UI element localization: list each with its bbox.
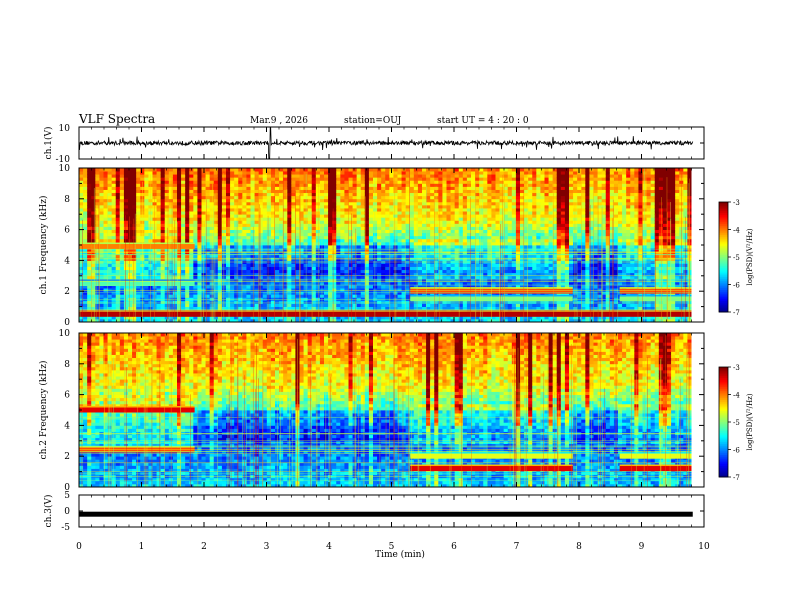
spectrogram-ytick: 6 xyxy=(64,391,70,401)
colorbar-tick: -6 xyxy=(733,447,740,455)
time-tick: 10 xyxy=(698,542,710,552)
time-tick: 7 xyxy=(514,542,520,552)
spectrogram-ytick: 0 xyxy=(64,318,70,328)
spectrogram-ytick: 4 xyxy=(64,421,70,431)
time-tick: 3 xyxy=(264,542,270,552)
spectrogram-ytick: 10 xyxy=(59,164,71,174)
spectrogram-ytick: 8 xyxy=(64,360,70,370)
spectrogram-ytick: 8 xyxy=(64,195,70,205)
ch1-waveform-panel: 10 -10 ch.1(V) xyxy=(43,124,705,165)
figure-title: VLF Spectra xyxy=(78,112,155,126)
ch2-spectrogram-ylabel: ch.2 Frequency (kHz) xyxy=(38,361,49,460)
time-tick: 6 xyxy=(451,542,457,552)
time-tick: 5 xyxy=(389,542,395,552)
ch1-spectrogram-panel: 0 2 4 6 8 10 ch.1 Frequency (kHz) xyxy=(38,164,705,328)
spectrogram-ytick: 0 xyxy=(64,483,70,493)
station-label: station=OUJ xyxy=(344,116,402,126)
time-axis: 0 1 2 3 4 5 6 7 8 9 10 xyxy=(76,127,710,552)
colorbar-label: log(PSD)(V²/Hz) xyxy=(746,228,754,285)
time-tick: 8 xyxy=(576,542,582,552)
ch2-spectrogram-image xyxy=(79,333,704,488)
ch3-ytick: 5 xyxy=(64,491,70,501)
time-tick: 2 xyxy=(201,542,207,552)
spectrogram-ytick: 4 xyxy=(64,256,70,266)
colorbar-tick: -5 xyxy=(733,419,740,427)
ch3-ytick: -5 xyxy=(61,523,70,533)
ch3-ytick: 0 xyxy=(64,507,70,517)
ch3-waveform-trace xyxy=(79,511,693,517)
time-tick: 0 xyxy=(76,542,82,552)
colorbar-tick: -3 xyxy=(733,364,740,372)
spectrogram-ytick: 2 xyxy=(64,287,70,297)
ch1-spectrogram-image xyxy=(79,168,704,323)
colorbar-tick: -4 xyxy=(733,227,740,235)
colorbar-tick: -5 xyxy=(733,254,740,262)
ch1-ytick-bottom: -10 xyxy=(56,155,71,165)
ch1-waveform-ylabel: ch.1(V) xyxy=(43,127,54,160)
time-tick: 1 xyxy=(139,542,145,552)
colorbar-label: log(PSD)(V²/Hz) xyxy=(746,393,754,450)
colorbar-tick: -7 xyxy=(733,309,740,317)
spectrogram-ytick: 6 xyxy=(64,226,70,236)
time-tick: 4 xyxy=(326,542,332,552)
ch1-waveform-trace xyxy=(78,127,694,159)
ch1-spectrogram-ylabel: ch.1 Frequency (kHz) xyxy=(38,196,49,295)
colorbar-tick: -7 xyxy=(733,474,740,482)
spectrogram-ytick: 10 xyxy=(59,329,71,339)
colorbar-tick: -6 xyxy=(733,282,740,290)
ch1-ytick-top: 10 xyxy=(59,124,71,134)
colorbar-tick: -3 xyxy=(733,199,740,207)
ch2-colorbar: -3 -4 -5 -6 -7 log(PSD)(V²/Hz) xyxy=(718,364,754,482)
ch3-waveform-panel: 5 0 -5 ch.3(V) xyxy=(43,491,705,533)
spectrogram-ytick: 2 xyxy=(64,452,70,462)
ch1-colorbar: -3 -4 -5 -6 -7 log(PSD)(V²/Hz) xyxy=(718,199,754,317)
start-ut-label: start UT = 4 : 20 : 0 xyxy=(437,116,529,126)
colorbar-tick: -4 xyxy=(733,392,740,400)
date-label: Mar.9 , 2026 xyxy=(250,116,308,126)
time-tick: 9 xyxy=(639,542,645,552)
ch2-spectrogram-panel: 0 2 4 6 8 10 ch.2 Frequency (kHz) xyxy=(38,329,705,493)
ch3-waveform-ylabel: ch.3(V) xyxy=(43,495,54,528)
time-axis-label: Time (min) xyxy=(375,549,425,560)
